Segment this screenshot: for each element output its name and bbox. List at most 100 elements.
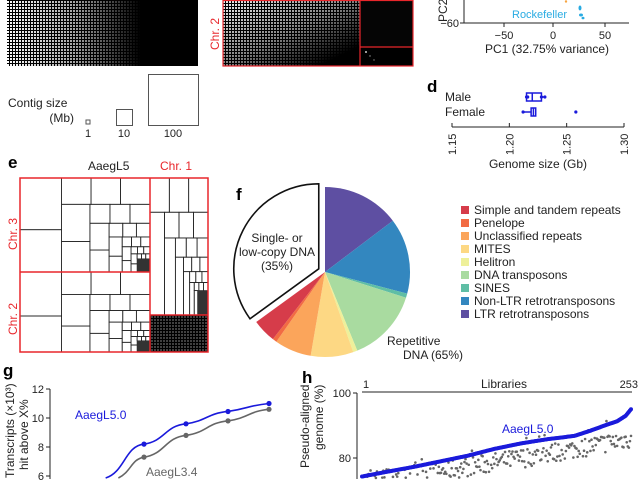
data-point [502,460,506,464]
data-point [522,460,526,463]
contig-block [89,203,111,224]
data-point [572,456,575,459]
contig-block [164,211,180,239]
contig-block [61,203,91,242]
contig-block [136,246,145,255]
repetitive-label: Repetitive [387,334,441,348]
contig-block [164,237,176,316]
x-tick-label: 1.20 [504,134,516,155]
data-point [482,470,485,474]
data-point [500,455,504,459]
pie-legend: Simple and tandem repeatsPenelopeUnclass… [461,203,621,321]
pca-x-tick: 50 [599,30,611,42]
data-point [495,457,498,461]
contig-block [188,177,209,213]
pca-plot: −60 PC2 −50 0 50 PC1 (32.75% variance) R… [436,0,629,56]
data-point [609,439,613,443]
data-point [466,474,469,478]
contig-block [131,236,142,248]
data-point [608,435,611,438]
contig-block [19,315,62,353]
contig-block [89,332,110,353]
data-point [598,438,602,442]
data-point [478,465,481,468]
data-point [501,453,505,456]
contig-block [174,237,187,258]
pie-slice [256,272,325,340]
genome-size-boxplot: Male Female 1.15 1.20 1.25 1.30 Genome size… [445,90,631,171]
contig-block [108,321,123,339]
pca-x-tick: −50 [495,30,514,42]
data-point [396,471,400,475]
data-point [532,461,536,465]
data-point [464,457,467,461]
data-point [533,450,537,453]
contig-block [183,256,193,273]
data-point [485,459,489,463]
data-point [622,446,625,449]
data-point [391,475,395,479]
y-tick-label: 100 [333,388,351,400]
data-point [625,440,629,444]
data-point [225,408,231,415]
legend-swatch [461,297,469,305]
data-point [511,450,514,453]
x-tick-label: 1.30 [619,134,631,155]
contig-block [135,222,151,238]
data-point [542,446,545,450]
legend-label: Helitron [474,255,515,269]
data-point [461,471,464,475]
repetitive-label: DNA (65%) [403,348,463,362]
chr3-label: Chr. 3 [6,218,20,250]
data-point [487,470,491,474]
contig-block [149,211,165,316]
contig-block [178,211,194,239]
data-point [550,443,554,447]
contig-square-1 [85,119,91,125]
contig-dense [197,290,208,315]
data-point [629,434,633,438]
data-point [463,460,466,464]
data-point [528,451,531,455]
data-point [553,442,557,445]
contig-block [89,293,111,311]
contig-block [61,177,92,205]
data-point [439,471,443,475]
data-point [484,470,488,474]
contig-block [121,260,132,273]
pie-slice [325,220,411,294]
contig-block [136,336,142,342]
library-end-label: 253 [620,379,638,391]
data-point [472,471,476,475]
contig-dense [137,258,150,272]
data-point [380,476,384,479]
data-point [557,443,560,446]
contig-treemap [19,177,209,353]
data-point [540,458,543,461]
y-tick-label: 10 [32,413,44,425]
data-point [489,463,493,467]
data-point [521,449,525,452]
legend-label: SINES [474,281,510,295]
contig-block [140,236,151,248]
legend-label: Unclassified repeats [474,229,582,243]
female-label: Female [445,105,485,119]
contig-block [61,271,92,295]
library-start-label: 1 [363,379,369,391]
contig-size-label: 10 [118,128,130,140]
contig-block [136,330,145,337]
contig-block [121,246,132,262]
data-point [612,442,616,446]
contig-size-legend: Contig size (Mb) 1 10 100 [8,74,199,140]
data-point [458,465,462,469]
pie-slice [325,272,408,298]
data-point [141,441,147,447]
legend-swatch [461,310,469,318]
data-point [545,449,548,452]
contig-block [191,256,201,273]
data-point [588,439,591,443]
data-point [450,466,453,470]
data-point [436,471,440,475]
rockefeller-label: Rockefeller [512,9,567,21]
x-tick-label: 1.15 [447,134,459,155]
